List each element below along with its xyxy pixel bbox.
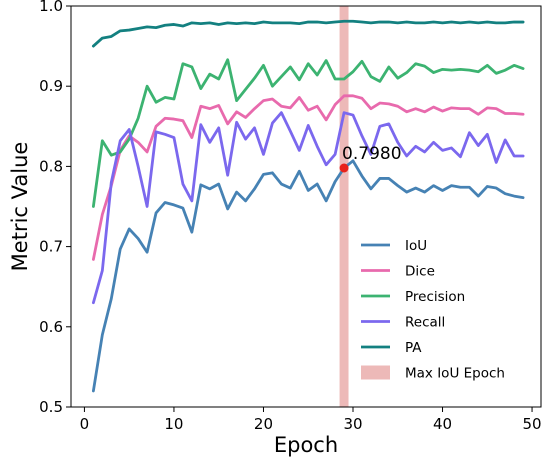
y-tick-label: 0.5 (39, 398, 63, 416)
legend-label-precision: Precision (405, 289, 465, 305)
legend-label-recall: Recall (405, 315, 445, 331)
legend-label-max-iou-epoch: Max IoU Epoch (405, 366, 505, 382)
legend-label-iou: IoU (405, 238, 427, 254)
max-iou-label: 0.7980 (342, 144, 401, 164)
x-tick-label: 10 (164, 415, 183, 433)
legend-swatch-max-iou-epoch (361, 365, 390, 380)
x-axis-label: Epoch (274, 433, 338, 457)
y-tick-label: 0.7 (39, 238, 63, 256)
y-tick-label: 1.0 (39, 0, 63, 15)
y-tick-label: 0.8 (39, 157, 63, 175)
plot-frame (70, 5, 542, 408)
series-line-iou (91, 159, 525, 393)
series-line-pa (91, 19, 525, 48)
x-tick-label: 40 (433, 415, 452, 433)
y-axis-label: Metric Value (8, 142, 32, 272)
y-tick-label: 0.9 (39, 77, 63, 95)
x-tick-label: 30 (343, 415, 362, 433)
series-line-recall (91, 111, 525, 305)
x-tick-label: 20 (254, 415, 273, 433)
x-tick-label: 50 (523, 415, 542, 433)
legend-label-pa: PA (405, 340, 422, 356)
series-line-precision (91, 58, 525, 208)
x-tick-label: 0 (80, 415, 90, 433)
max-iou-point (339, 163, 349, 173)
series-line-dice (91, 94, 525, 261)
y-tick-label: 0.6 (39, 318, 63, 336)
max-iou-epoch-band (339, 6, 349, 407)
legend-label-dice: Dice (405, 264, 435, 280)
